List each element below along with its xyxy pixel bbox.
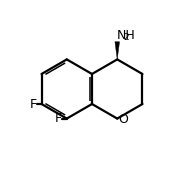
Text: 2: 2	[124, 33, 129, 42]
Polygon shape	[115, 42, 120, 59]
Text: F: F	[55, 112, 62, 125]
Text: NH: NH	[116, 29, 135, 42]
Text: F: F	[29, 98, 37, 111]
Text: O: O	[118, 113, 128, 126]
